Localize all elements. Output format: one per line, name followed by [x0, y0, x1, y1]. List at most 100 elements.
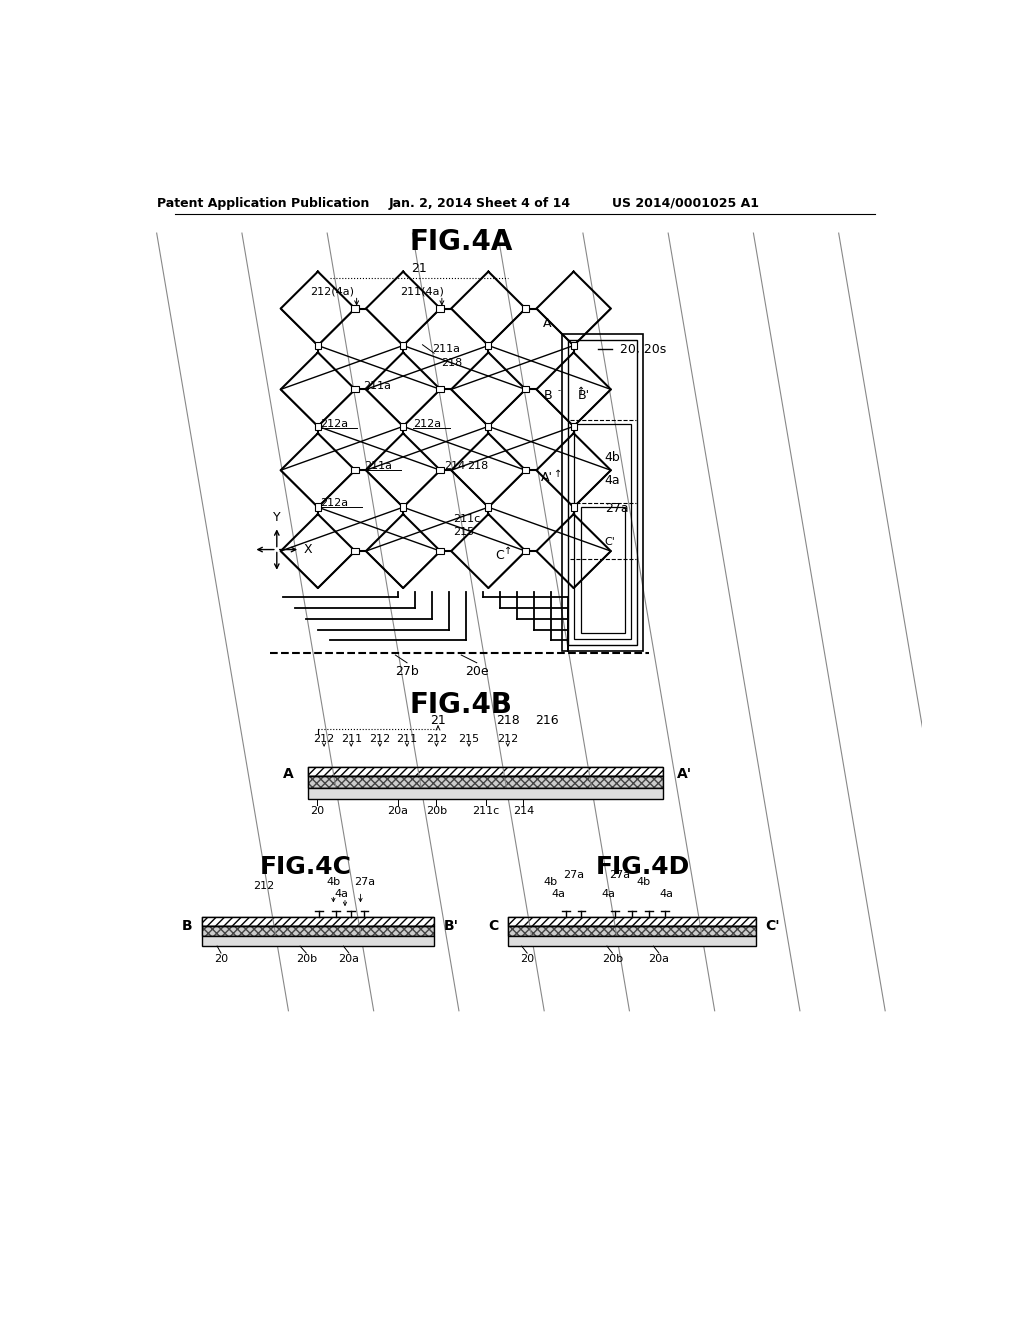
Text: 211: 211 [341, 734, 361, 744]
Bar [436, 387, 444, 392]
Text: A: A [543, 317, 551, 330]
Bar [508, 917, 756, 927]
Bar [351, 305, 359, 312]
Text: 211(4a): 211(4a) [400, 286, 444, 297]
Text: 4a: 4a [551, 888, 565, 899]
Text: 20e: 20e [465, 665, 488, 677]
Bar [314, 342, 321, 350]
Bar [308, 776, 663, 788]
Text: 4a: 4a [334, 888, 348, 899]
Bar [202, 927, 434, 936]
Text: 20: 20 [310, 807, 325, 816]
Bar [314, 503, 321, 511]
Bar [562, 334, 643, 651]
Text: 212: 212 [253, 880, 274, 891]
Bar [485, 422, 492, 430]
Text: 211: 211 [396, 734, 418, 744]
Text: 27a: 27a [563, 870, 584, 879]
Text: Jan. 2, 2014: Jan. 2, 2014 [388, 197, 472, 210]
Text: 211c: 211c [472, 807, 500, 816]
Bar [570, 422, 577, 430]
Text: FIG.4B: FIG.4B [410, 692, 513, 719]
Bar [308, 776, 663, 788]
Text: 212a: 212a [321, 499, 348, 508]
Text: B': B' [578, 389, 590, 403]
Text: 4a: 4a [659, 888, 674, 899]
Bar [202, 927, 434, 936]
Bar [400, 342, 407, 350]
Bar [508, 917, 756, 927]
Bar [574, 424, 631, 639]
Text: 27a: 27a [354, 878, 375, 887]
Bar [485, 342, 492, 350]
Bar [521, 387, 529, 392]
Text: A': A' [541, 471, 553, 484]
Text: Sheet 4 of 14: Sheet 4 of 14 [476, 197, 570, 210]
Bar [351, 387, 359, 392]
Text: 214: 214 [444, 462, 466, 471]
Bar [202, 917, 434, 927]
Text: 20a: 20a [648, 954, 670, 964]
Text: 214: 214 [513, 807, 534, 816]
Text: 211a: 211a [364, 380, 391, 391]
Text: X: X [303, 543, 312, 556]
Text: 20, 20s: 20, 20s [621, 343, 667, 356]
Text: 4b: 4b [327, 878, 340, 887]
Text: -: - [557, 387, 560, 396]
Bar [568, 341, 637, 645]
Text: 20b: 20b [602, 954, 623, 964]
Bar [570, 503, 577, 511]
Bar [508, 927, 756, 936]
Text: 21: 21 [411, 261, 427, 275]
Text: 20a: 20a [387, 807, 409, 816]
Bar [436, 467, 444, 474]
Text: 20a: 20a [338, 954, 359, 964]
Text: 212: 212 [313, 734, 335, 744]
Bar [308, 767, 663, 776]
Text: A: A [283, 767, 294, 781]
Bar [485, 503, 492, 511]
Bar [436, 305, 444, 312]
Text: 4b: 4b [636, 878, 650, 887]
Text: C': C' [604, 537, 615, 546]
Text: 211a: 211a [432, 345, 460, 354]
Text: 4b: 4b [604, 450, 621, 463]
Text: 218: 218 [496, 714, 519, 727]
Text: 20: 20 [214, 954, 228, 964]
Text: FIG.4A: FIG.4A [410, 227, 513, 256]
Text: 21: 21 [430, 714, 445, 727]
Text: 212(4a): 212(4a) [310, 286, 354, 297]
Text: 212: 212 [497, 734, 518, 744]
Text: FIG.4D: FIG.4D [596, 855, 690, 879]
Text: 211a: 211a [365, 462, 392, 471]
Bar [314, 422, 321, 430]
Bar [521, 548, 529, 554]
Text: C: C [488, 919, 499, 933]
Text: A': A' [677, 767, 692, 781]
Text: 211c: 211c [454, 513, 480, 524]
Text: C': C' [765, 919, 779, 933]
Text: 212: 212 [370, 734, 390, 744]
Text: 218: 218 [441, 358, 463, 368]
Bar [521, 305, 529, 312]
Bar [508, 927, 756, 936]
Text: B: B [181, 919, 193, 933]
Bar [202, 936, 434, 946]
Text: 27a: 27a [604, 502, 629, 515]
Text: 27a: 27a [609, 870, 631, 879]
Bar [400, 422, 407, 430]
Text: 218: 218 [467, 462, 488, 471]
Bar [308, 767, 663, 776]
Text: Y: Y [273, 511, 281, 524]
Text: 4b: 4b [544, 878, 557, 887]
Bar [351, 548, 359, 554]
Text: B: B [544, 389, 553, 403]
Text: 215: 215 [454, 527, 475, 537]
Text: 27b: 27b [395, 665, 419, 677]
Text: 212: 212 [426, 734, 447, 744]
Text: 212a: 212a [414, 418, 441, 429]
Bar [400, 503, 407, 511]
Bar [351, 467, 359, 474]
Bar [202, 917, 434, 927]
Bar [521, 467, 529, 474]
